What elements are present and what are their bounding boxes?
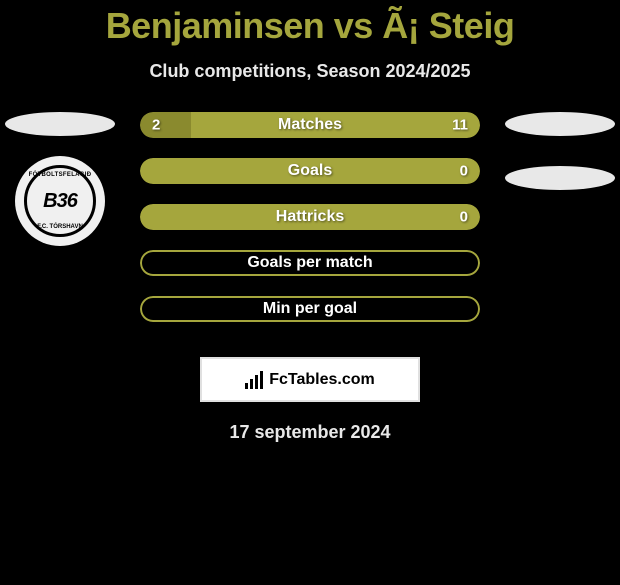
- stat-bar-goals: Goals 0: [140, 158, 480, 184]
- club-badge: FÓTBOLTSFELAGIÐ B36 F.C. TÓRSHAVN: [15, 156, 105, 246]
- stat-label: Goals per match: [247, 254, 372, 272]
- badge-center-text: B36: [43, 190, 77, 213]
- club-placeholder-oval: [505, 166, 615, 190]
- stat-bars: 2 Matches 11 Goals 0 Hattricks 0 Goals p…: [140, 112, 480, 342]
- stats-area: FÓTBOLTSFELAGIÐ B36 F.C. TÓRSHAVN 2 Matc…: [0, 112, 620, 342]
- branding-text: FcTables.com: [269, 371, 375, 389]
- footer-date: 17 september 2024: [0, 422, 620, 443]
- stat-label: Min per goal: [263, 300, 357, 318]
- bar-fill-left: [140, 112, 191, 138]
- stat-label: Hattricks: [276, 208, 344, 226]
- bar-chart-icon: [245, 371, 263, 389]
- right-player-column: [500, 112, 620, 190]
- player-placeholder-oval: [505, 112, 615, 136]
- stat-label: Goals: [288, 162, 332, 180]
- stat-bar-min-per-goal: Min per goal: [140, 296, 480, 322]
- stat-bar-hattricks: Hattricks 0: [140, 204, 480, 230]
- fctables-branding[interactable]: FcTables.com: [200, 357, 420, 402]
- stat-value-right: 0: [460, 209, 468, 226]
- left-player-column: FÓTBOLTSFELAGIÐ B36 F.C. TÓRSHAVN: [0, 112, 120, 246]
- player-placeholder-oval: [5, 112, 115, 136]
- stat-value-left: 2: [152, 117, 160, 134]
- stat-bar-goals-per-match: Goals per match: [140, 250, 480, 276]
- stat-value-right: 11: [452, 117, 468, 134]
- page-subtitle: Club competitions, Season 2024/2025: [0, 61, 620, 82]
- page-title: Benjaminsen vs Ã¡ Steig: [0, 5, 620, 47]
- stat-value-right: 0: [460, 163, 468, 180]
- badge-bottom-text: F.C. TÓRSHAVN: [37, 224, 83, 230]
- stat-bar-matches: 2 Matches 11: [140, 112, 480, 138]
- stat-label: Matches: [278, 116, 342, 134]
- page-root: Benjaminsen vs Ã¡ Steig Club competition…: [0, 5, 620, 443]
- badge-top-text: FÓTBOLTSFELAGIÐ: [29, 172, 92, 178]
